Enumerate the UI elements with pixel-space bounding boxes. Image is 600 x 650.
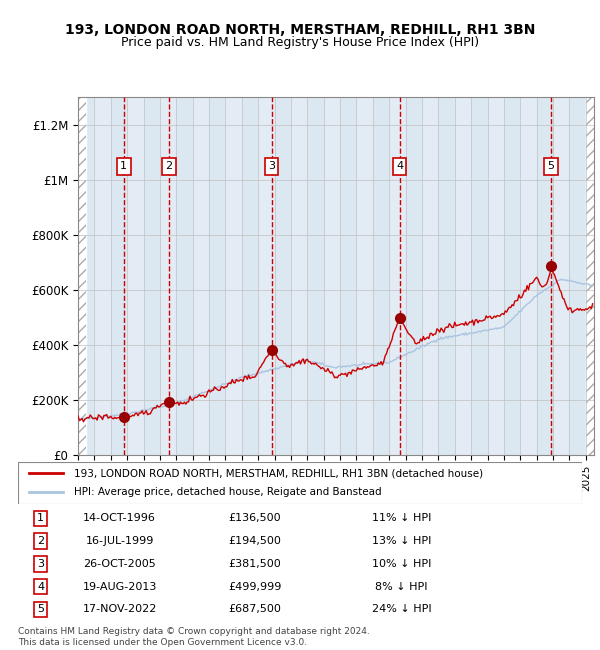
Bar xyxy=(78,98,94,455)
Bar xyxy=(226,98,242,455)
Text: Price paid vs. HM Land Registry's House Price Index (HPI): Price paid vs. HM Land Registry's House … xyxy=(121,36,479,49)
Text: £687,500: £687,500 xyxy=(229,604,281,614)
Bar xyxy=(520,98,536,455)
Text: £136,500: £136,500 xyxy=(229,514,281,523)
Bar xyxy=(242,98,258,455)
Bar xyxy=(586,98,600,455)
Bar xyxy=(455,98,471,455)
Bar xyxy=(307,98,324,455)
Text: 3: 3 xyxy=(268,161,275,171)
Text: 26-OCT-2005: 26-OCT-2005 xyxy=(83,559,156,569)
Bar xyxy=(275,98,291,455)
Text: 1: 1 xyxy=(37,514,44,523)
Bar xyxy=(94,98,111,455)
Text: £194,500: £194,500 xyxy=(229,536,281,546)
Bar xyxy=(504,98,520,455)
Bar xyxy=(143,98,160,455)
Bar xyxy=(324,98,340,455)
Text: 24% ↓ HPI: 24% ↓ HPI xyxy=(372,604,431,614)
Text: 19-AUG-2013: 19-AUG-2013 xyxy=(82,582,157,592)
Bar xyxy=(258,98,275,455)
Text: 10% ↓ HPI: 10% ↓ HPI xyxy=(372,559,431,569)
Text: HPI: Average price, detached house, Reigate and Banstead: HPI: Average price, detached house, Reig… xyxy=(74,487,382,497)
Text: 1: 1 xyxy=(120,161,127,171)
Bar xyxy=(553,98,569,455)
Text: 16-JUL-1999: 16-JUL-1999 xyxy=(85,536,154,546)
Bar xyxy=(78,98,86,455)
Bar xyxy=(111,98,127,455)
Bar xyxy=(340,98,356,455)
Text: 11% ↓ HPI: 11% ↓ HPI xyxy=(372,514,431,523)
Text: 4: 4 xyxy=(396,161,403,171)
Bar xyxy=(373,98,389,455)
Bar xyxy=(193,98,209,455)
FancyBboxPatch shape xyxy=(18,462,582,504)
Text: 193, LONDON ROAD NORTH, MERSTHAM, REDHILL, RH1 3BN (detached house): 193, LONDON ROAD NORTH, MERSTHAM, REDHIL… xyxy=(74,469,484,478)
Text: 4: 4 xyxy=(37,582,44,592)
Bar xyxy=(586,98,594,455)
Text: 13% ↓ HPI: 13% ↓ HPI xyxy=(372,536,431,546)
Bar xyxy=(176,98,193,455)
Bar xyxy=(78,98,86,455)
Bar xyxy=(569,98,586,455)
Bar xyxy=(488,98,504,455)
Bar xyxy=(422,98,439,455)
Bar xyxy=(356,98,373,455)
Text: 2: 2 xyxy=(165,161,172,171)
Bar xyxy=(406,98,422,455)
Text: 3: 3 xyxy=(37,559,44,569)
Text: Contains HM Land Registry data © Crown copyright and database right 2024.: Contains HM Land Registry data © Crown c… xyxy=(18,627,370,636)
Text: 2: 2 xyxy=(37,536,44,546)
Bar xyxy=(586,98,594,455)
Bar xyxy=(471,98,488,455)
Bar xyxy=(209,98,226,455)
Text: 17-NOV-2022: 17-NOV-2022 xyxy=(82,604,157,614)
Bar xyxy=(127,98,143,455)
Text: 14-OCT-1996: 14-OCT-1996 xyxy=(83,514,156,523)
Bar xyxy=(439,98,455,455)
Text: 5: 5 xyxy=(37,604,44,614)
Bar xyxy=(389,98,406,455)
Text: £381,500: £381,500 xyxy=(229,559,281,569)
Text: 5: 5 xyxy=(548,161,554,171)
Text: This data is licensed under the Open Government Licence v3.0.: This data is licensed under the Open Gov… xyxy=(18,638,307,647)
Bar xyxy=(291,98,307,455)
Text: 193, LONDON ROAD NORTH, MERSTHAM, REDHILL, RH1 3BN: 193, LONDON ROAD NORTH, MERSTHAM, REDHIL… xyxy=(65,23,535,37)
Bar xyxy=(160,98,176,455)
Bar xyxy=(536,98,553,455)
Text: £499,999: £499,999 xyxy=(228,582,281,592)
Text: 8% ↓ HPI: 8% ↓ HPI xyxy=(375,582,428,592)
